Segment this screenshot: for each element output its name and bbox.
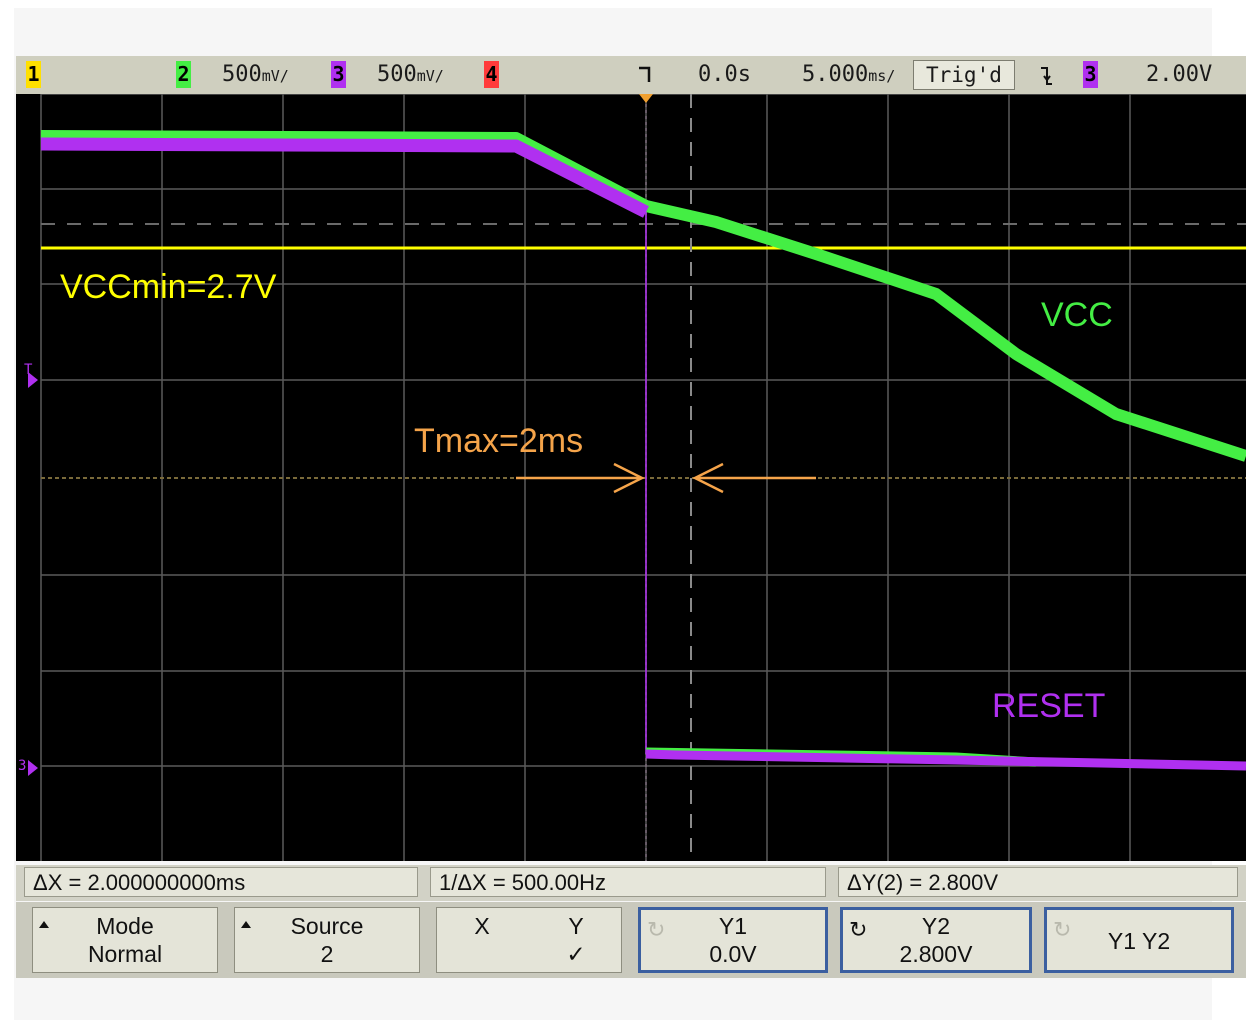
reset-trace-high [40, 137, 649, 218]
time-scale[interactable]: 5.000ms/ [802, 56, 895, 94]
y2-softkey[interactable]: ↻ Y2 2.800V [840, 907, 1032, 973]
source-softkey-title: Source [290, 913, 364, 939]
channel-2-scale-value: 500 [222, 62, 262, 87]
trigger-source-indicator[interactable]: 3 [1083, 61, 1098, 88]
mode-softkey[interactable]: Mode Normal [32, 907, 218, 973]
channel-2-scale-unit: mV/ [261, 67, 289, 85]
rotate-knob-icon: ↻ [1053, 917, 1072, 942]
measurement-bar: ΔX = 2.000000000ms 1/ΔX = 500.00Hz ΔY(2)… [16, 865, 1246, 901]
rotate-knob-icon: ↻ [647, 917, 666, 942]
waveform-svg [28, 94, 1246, 861]
delta-x-readout: ΔX = 2.000000000ms [24, 867, 418, 897]
menu-triangle-icon [39, 921, 49, 928]
y1-softkey-value: 0.0V [709, 941, 757, 967]
source-softkey[interactable]: Source 2 [234, 907, 420, 973]
delta-y-readout: ΔY(2) = 2.800V [838, 867, 1238, 897]
time-delay[interactable]: 0.0s [698, 62, 751, 87]
falling-slope-icon [1038, 63, 1054, 87]
menu-triangle-icon [241, 921, 251, 928]
reset-ground-marker-label: 3 [18, 758, 27, 774]
y1-softkey[interactable]: ↻ Y1 0.0V [638, 907, 828, 973]
xy-softkey[interactable]: X Y ✓ [436, 907, 622, 973]
trigger-point-marker [639, 94, 653, 103]
source-softkey-value: 2 [320, 941, 334, 967]
inverse-delta-x-readout: 1/ΔX = 500.00Hz [430, 867, 826, 897]
time-scale-unit: ms/ [868, 67, 896, 85]
y2-softkey-value: 2.800V [899, 941, 973, 967]
reset-trace-low [645, 749, 1246, 771]
softkey-bar: Mode Normal Source 2 X Y ✓ ↻ Y1 0.0V ↻ Y… [16, 902, 1246, 978]
trig-status-badge: Trig'd [913, 60, 1015, 90]
channel-3-scale-unit: mV/ [416, 67, 444, 85]
xy-softkey-check-icon: ✓ [566, 941, 586, 967]
reset-ground-marker-icon [28, 760, 38, 776]
xy-softkey-x: X [474, 913, 490, 939]
channel-4-indicator[interactable]: 4 [484, 61, 499, 88]
vcc-label: VCC [1041, 296, 1113, 334]
rotate-knob-icon: ↻ [849, 917, 868, 942]
y1-softkey-title: Y1 [718, 913, 748, 939]
vcc-trace [40, 130, 1246, 462]
channel-2-indicator[interactable]: 2 [176, 61, 191, 88]
y1y2-softkey[interactable]: ↻ Y1 Y2 [1044, 907, 1234, 973]
xy-softkey-y: Y [568, 913, 584, 939]
mode-softkey-title: Mode [96, 913, 154, 939]
y2-softkey-title: Y2 [921, 913, 951, 939]
tmax-arrows [516, 462, 816, 494]
trigger-level[interactable]: 2.00V [1146, 62, 1213, 87]
channel-2-scale: 500mV/ [222, 56, 289, 94]
tmax-label: Tmax=2ms [414, 422, 584, 460]
channel-3-indicator[interactable]: 3 [331, 61, 346, 88]
y1y2-softkey-title: Y1 Y2 [1107, 928, 1171, 954]
vccmin-label: VCCmin=2.7V [60, 268, 277, 306]
channel-3-scale: 500mV/ [377, 56, 444, 94]
time-scale-value: 5.000 [802, 62, 869, 87]
channel-3-scale-value: 500 [377, 62, 417, 87]
mode-softkey-value: Normal [87, 941, 163, 967]
trigger-level-marker-icon [28, 372, 38, 388]
status-bar: 1 2 500mV/ 3 500mV/ 4 0.0s 5.000ms/ Trig… [16, 56, 1246, 94]
channel-1-indicator[interactable]: 1 [26, 61, 41, 88]
falling-edge-icon [636, 62, 656, 88]
trigger-level-marker-label: T [24, 362, 33, 378]
waveform-display[interactable]: T 3 VCCmin=2.7V VCC Tmax=2ms RESET [16, 94, 1246, 861]
reset-label: RESET [992, 687, 1106, 725]
